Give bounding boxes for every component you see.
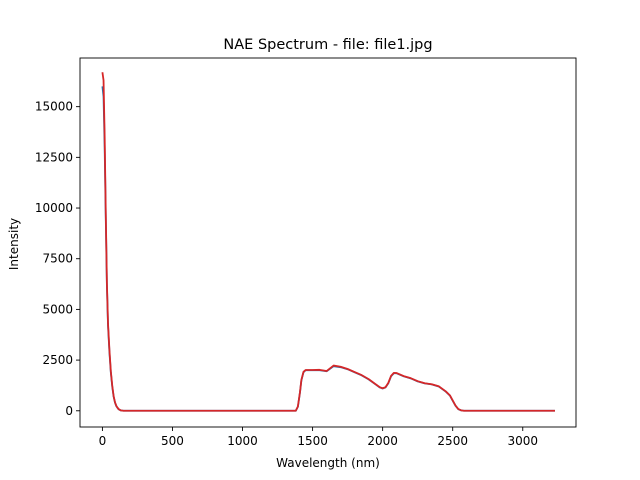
y-tick-label: 15000 <box>35 100 73 114</box>
y-tick-label: 12500 <box>35 150 73 164</box>
y-axis-label: Intensity <box>7 218 21 270</box>
x-tick-label: 2000 <box>367 434 398 448</box>
x-tick-label: 500 <box>161 434 184 448</box>
y-tick-label: 2500 <box>42 353 73 367</box>
axes-frame <box>79 57 577 428</box>
series-line-2 <box>101 72 555 412</box>
x-axis-label: Wavelength (nm) <box>276 456 380 470</box>
chart-title: NAE Spectrum - file: file1.jpg <box>223 37 432 53</box>
y-tick-label: 7500 <box>42 252 73 266</box>
x-tick-label: 3000 <box>507 434 538 448</box>
x-tick-label: 0 <box>99 434 107 448</box>
y-tick-label: 5000 <box>42 302 73 316</box>
x-tick-label: 2500 <box>437 434 468 448</box>
plot-area <box>79 57 577 428</box>
x-tick-label: 1000 <box>227 434 258 448</box>
y-axis-ticks: 0 2500 5000 7500 10000 12500 15000 <box>35 100 80 418</box>
x-axis-ticks: 0 500 1000 1500 2000 2500 3000 <box>99 427 538 448</box>
x-tick-label: 1500 <box>297 434 328 448</box>
y-tick-label: 10000 <box>35 201 73 215</box>
y-tick-label: 0 <box>65 404 73 418</box>
